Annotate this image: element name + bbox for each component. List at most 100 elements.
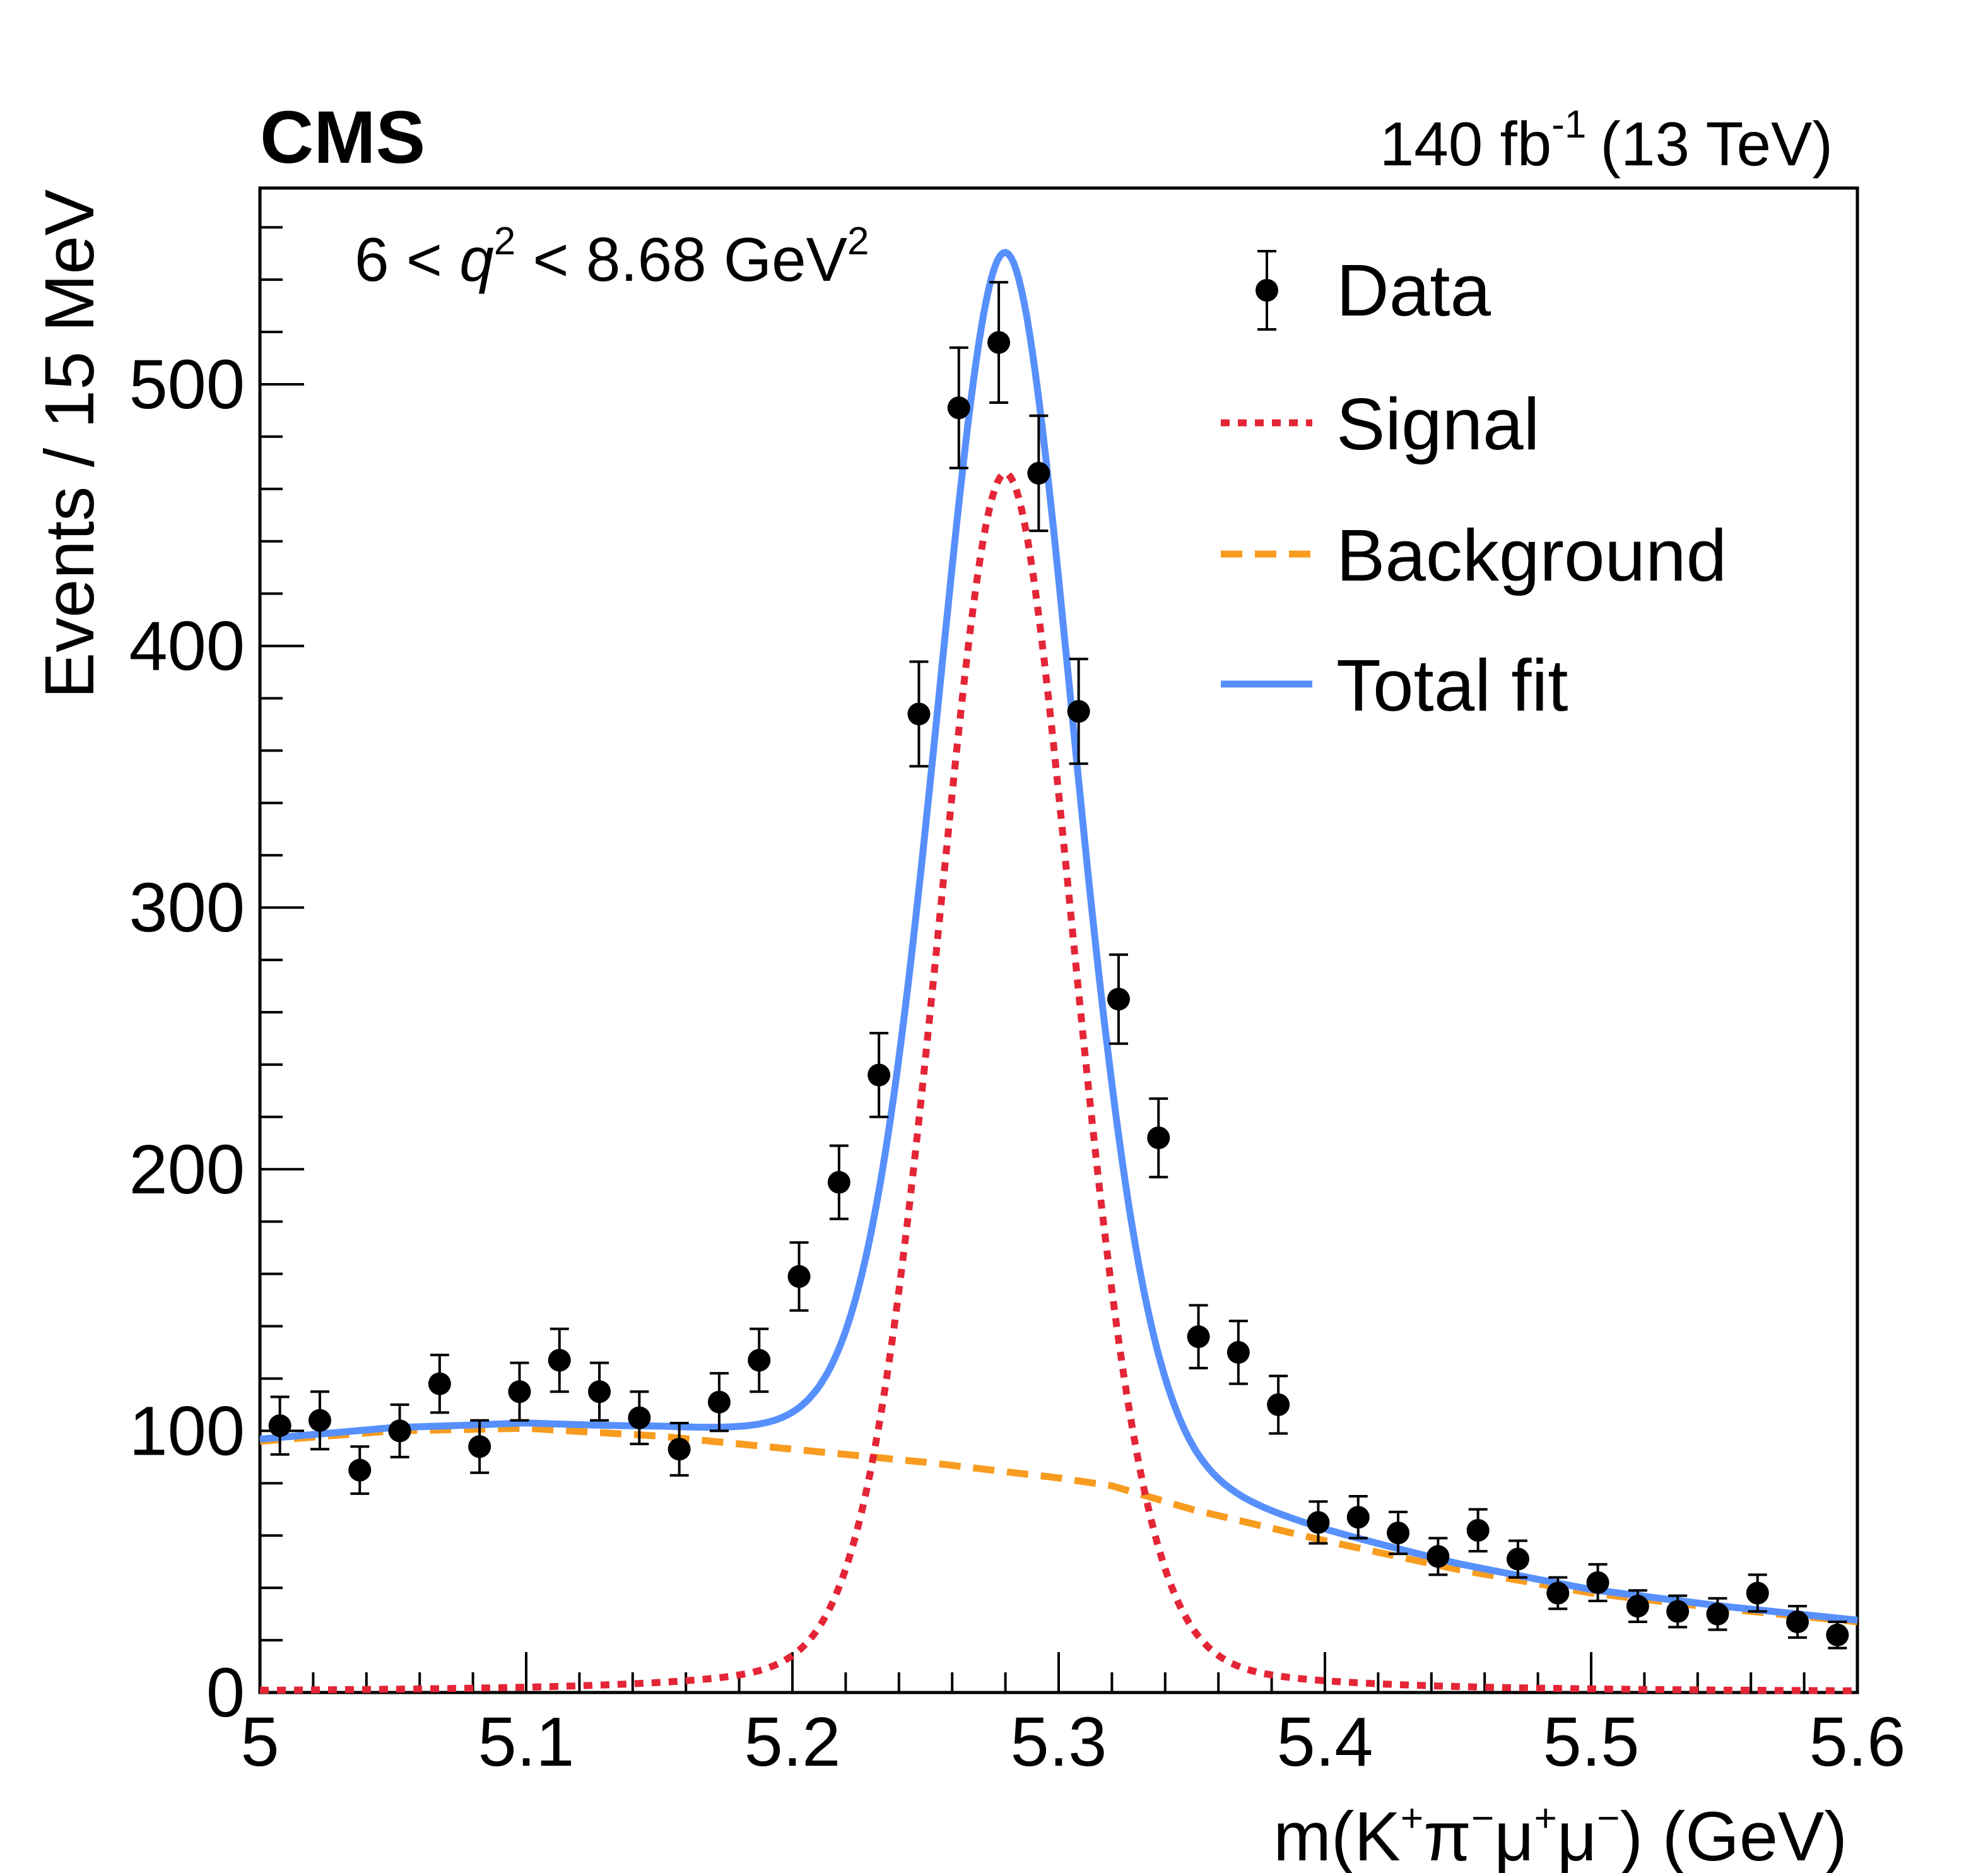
legend: Data Signal Background Total fit: [1221, 249, 1727, 726]
data-point: [588, 1361, 611, 1422]
x-tick-label: 5.5: [1543, 1703, 1640, 1781]
data-point-marker: [348, 1458, 372, 1482]
data-point: [827, 1144, 850, 1220]
data-point-marker: [1267, 1393, 1290, 1416]
data-point-marker: [1346, 1506, 1370, 1529]
data-point-marker: [1387, 1521, 1410, 1545]
data-point-marker: [987, 331, 1011, 354]
legend-entry-signal: Signal: [1221, 383, 1539, 465]
data-point-marker: [548, 1349, 571, 1372]
data-point-marker: [1586, 1571, 1609, 1594]
data-point: [1426, 1537, 1450, 1576]
data-point-marker: [508, 1380, 531, 1403]
x-tick-label: 5.6: [1809, 1703, 1906, 1781]
data-point: [348, 1445, 372, 1495]
lumi-exponent: -1: [1551, 103, 1586, 146]
data-point: [1307, 1500, 1330, 1545]
y-tick-label: 0: [206, 1654, 245, 1732]
cut-unit-exponent: 2: [847, 220, 869, 263]
legend-signal-label: Signal: [1336, 383, 1539, 465]
data-point-marker: [388, 1419, 411, 1443]
data-point-marker: [947, 396, 970, 420]
data-point: [548, 1327, 571, 1393]
cut-variable-exponent: 2: [494, 220, 515, 263]
data-point-marker: [668, 1438, 691, 1461]
y-axis-title: Events / 15 MeV: [31, 189, 109, 699]
data-point: [987, 281, 1011, 404]
plot-frame: [258, 186, 1859, 1694]
data-point: [748, 1327, 771, 1393]
axis-ticks: [259, 226, 1859, 1694]
data-point: [1346, 1495, 1370, 1540]
data-point: [1027, 414, 1050, 533]
data-point: [1187, 1304, 1210, 1369]
data-point-marker: [1666, 1600, 1690, 1623]
cut-variable: q: [459, 225, 494, 294]
x-tick-label: 5.1: [478, 1703, 575, 1781]
data-point-marker: [868, 1063, 891, 1087]
data-point-marker: [1746, 1581, 1769, 1605]
data-point-marker: [1466, 1518, 1490, 1542]
cut-middle: < 8.68 GeV: [515, 225, 847, 294]
data-point: [707, 1372, 731, 1433]
data-point: [1666, 1594, 1690, 1629]
data-point: [868, 1032, 891, 1118]
legend-entry-total: Total fit: [1221, 644, 1568, 726]
data-point: [628, 1390, 651, 1446]
data-point: [907, 660, 931, 768]
data-point-marker: [1226, 1341, 1250, 1364]
legend-data-marker: [1256, 279, 1278, 302]
data-point: [1546, 1576, 1570, 1610]
total-fit-curve: [259, 249, 1858, 1624]
data-point: [1786, 1605, 1809, 1639]
signal-curve: [260, 470, 1857, 1694]
data-point: [1147, 1097, 1170, 1179]
y-tick-label: 200: [129, 1131, 245, 1208]
data-points: [268, 281, 1849, 1650]
x-tick-label: 5.4: [1277, 1703, 1373, 1781]
data-point: [468, 1419, 491, 1474]
data-point: [308, 1390, 331, 1451]
background-curve: [259, 1424, 1858, 1626]
data-point-marker: [1826, 1623, 1849, 1646]
data-point-marker: [1147, 1126, 1170, 1150]
data-point-marker: [588, 1380, 611, 1403]
data-point: [668, 1421, 691, 1477]
x-tick-label: 5.3: [1011, 1703, 1107, 1781]
data-point-marker: [1107, 988, 1130, 1011]
y-tick-label: 300: [129, 869, 245, 947]
data-point: [1107, 953, 1130, 1045]
data-point-marker: [428, 1372, 451, 1395]
legend-data-label: Data: [1336, 249, 1491, 331]
data-point: [1506, 1539, 1529, 1579]
data-point: [1067, 658, 1090, 765]
data-point: [1466, 1508, 1490, 1553]
x-tick-label: 5: [240, 1703, 279, 1781]
data-point-marker: [1626, 1595, 1649, 1618]
luminosity-label: 140 fb-1 (13 TeV): [1380, 103, 1833, 179]
x-axis-title: m(K+π−μ+μ−) (GeV): [1273, 1797, 1847, 1873]
data-point-marker: [1027, 461, 1050, 485]
data-point-marker: [1426, 1545, 1450, 1568]
y-tick-label: 100: [129, 1392, 245, 1470]
data-point-marker: [1706, 1602, 1729, 1626]
data-point-marker: [748, 1349, 771, 1372]
data-point-marker: [1307, 1511, 1330, 1534]
data-point: [268, 1395, 291, 1456]
experiment-label: CMS: [260, 96, 425, 179]
data-point: [1826, 1621, 1849, 1650]
data-point: [947, 346, 970, 470]
data-point: [508, 1361, 531, 1422]
x-tick-label: 5.2: [744, 1703, 841, 1781]
data-point: [1626, 1589, 1649, 1624]
legend-entry-data: Data: [1256, 249, 1491, 331]
data-point: [1267, 1374, 1290, 1435]
data-point: [428, 1354, 451, 1414]
data-point-marker: [308, 1409, 331, 1432]
data-point: [388, 1403, 411, 1458]
data-point-marker: [707, 1390, 731, 1414]
data-point: [1706, 1597, 1729, 1631]
data-point-marker: [268, 1414, 291, 1438]
data-point: [1387, 1510, 1410, 1556]
